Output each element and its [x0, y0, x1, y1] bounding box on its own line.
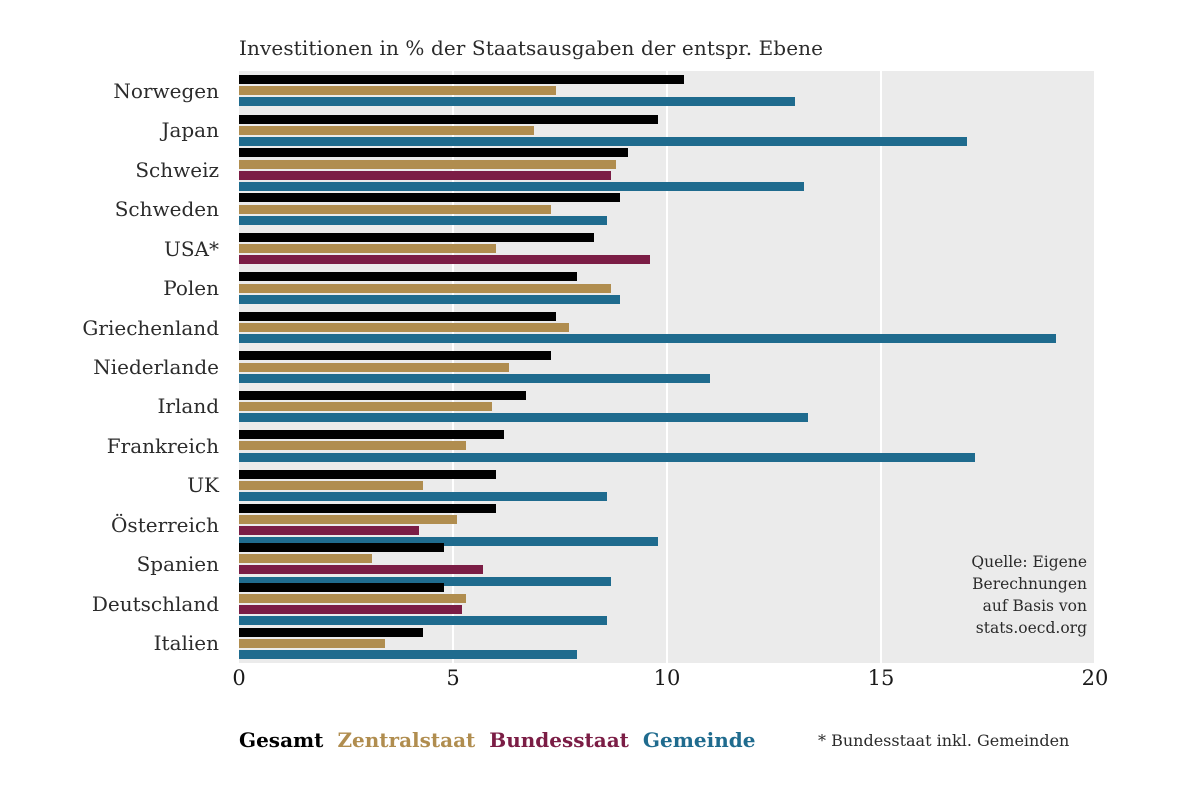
y-axis-label: Deutschland	[91, 591, 219, 616]
y-axis-label: USA*	[164, 236, 219, 261]
y-axis-label: Schweden	[114, 197, 219, 222]
bar-zentralstaat	[239, 401, 492, 411]
bar-zentralstaat	[239, 480, 424, 490]
bar-gemeinde	[239, 334, 1057, 344]
source-line-1: Quelle: Eigene	[971, 553, 1087, 571]
bar-zentralstaat	[239, 159, 616, 169]
bar-gesamt	[239, 311, 556, 321]
legend-item-gesamt[interactable]: Gesamt	[239, 728, 324, 752]
bar-gesamt	[239, 543, 445, 553]
bar-gesamt	[239, 148, 629, 158]
bar-gemeinde	[239, 492, 608, 502]
y-axis-label: Österreich	[111, 512, 219, 537]
y-axis-label: Irland	[157, 394, 219, 419]
bar-gesamt	[239, 193, 620, 203]
bar-zentralstaat	[239, 323, 569, 333]
legend-item-gemeinde[interactable]: Gemeinde	[642, 728, 756, 752]
x-tick-label: 5	[446, 666, 460, 690]
x-tick-label: 15	[867, 666, 895, 690]
x-tick-label: 10	[653, 666, 681, 690]
source-line-2: Berechnungen	[972, 575, 1087, 593]
bar-zentralstaat	[239, 441, 466, 451]
bar-gemeinde	[239, 413, 809, 423]
bar-zentralstaat	[239, 362, 509, 372]
bar-gemeinde	[239, 181, 804, 191]
bar-gemeinde	[239, 537, 659, 547]
bar-zentralstaat	[239, 638, 385, 648]
gridline	[1094, 71, 1096, 663]
bar-zentralstaat	[239, 86, 556, 96]
bar-bundesstaat	[239, 604, 462, 614]
bar-gesamt	[239, 272, 578, 282]
gridline	[880, 71, 882, 663]
bar-gemeinde	[239, 215, 608, 225]
gridline	[666, 71, 668, 663]
bar-gesamt	[239, 114, 659, 124]
bar-zentralstaat	[239, 244, 496, 254]
y-axis-label: Spanien	[136, 552, 219, 577]
x-tick-label: 20	[1081, 666, 1109, 690]
bar-gemeinde	[239, 649, 578, 659]
y-axis-label: Norwegen	[113, 78, 219, 103]
bar-zentralstaat	[239, 125, 535, 135]
chart-title: Investitionen in % der Staatsausgaben de…	[239, 36, 824, 60]
y-axis-label: Frankreich	[106, 433, 219, 458]
y-axis-label: Japan	[161, 118, 219, 143]
plot-area	[239, 71, 1096, 663]
bar-gesamt	[239, 469, 496, 479]
bar-gesamt	[239, 75, 685, 85]
bar-gesamt	[239, 390, 526, 400]
bar-gesamt	[239, 503, 496, 513]
bar-bundesstaat	[239, 525, 419, 535]
source-line-3: auf Basis von	[982, 597, 1087, 615]
legend-item-bundesstaat[interactable]: Bundesstaat	[489, 728, 629, 752]
bar-gesamt	[239, 627, 424, 637]
bar-gesamt	[239, 582, 445, 592]
bar-gemeinde	[239, 136, 967, 146]
chart-legend: Gesamt Zentralstaat Bundesstaat Gemeinde	[239, 728, 755, 752]
bar-bundesstaat	[239, 565, 483, 575]
y-axis-label: Griechenland	[82, 315, 219, 340]
bars-layer	[239, 71, 1095, 663]
y-axis-label: Polen	[163, 276, 219, 301]
bar-gemeinde	[239, 97, 796, 107]
bar-gesamt	[239, 351, 552, 361]
bar-gesamt	[239, 232, 595, 242]
y-axis-label: Italien	[153, 631, 219, 656]
bar-zentralstaat	[239, 554, 372, 564]
bar-gemeinde	[239, 452, 976, 462]
y-axis-label: Schweiz	[135, 157, 219, 182]
chart-footnote: * Bundesstaat inkl. Gemeinden	[818, 731, 1070, 750]
bar-gemeinde	[239, 373, 710, 383]
bar-zentralstaat	[239, 283, 612, 293]
bar-gemeinde	[239, 576, 612, 586]
bar-bundesstaat	[239, 255, 650, 265]
y-axis-labels: Norwegen Japan Schweiz Schweden USA* Polen Gri…	[0, 71, 229, 663]
bar-zentralstaat	[239, 514, 458, 524]
legend-item-zentralstaat[interactable]: Zentralstaat	[337, 728, 476, 752]
bar-zentralstaat	[239, 204, 552, 214]
bar-gemeinde	[239, 294, 620, 304]
bar-bundesstaat	[239, 170, 612, 180]
source-note: Quelle: Eigene Berechnungen auf Basis vo…	[925, 551, 1087, 639]
y-axis-label: Niederlande	[93, 355, 219, 379]
bar-gesamt	[239, 430, 505, 440]
x-tick-label: 0	[232, 666, 246, 690]
source-line-4: stats.oecd.org	[975, 619, 1087, 637]
y-axis-label: UK	[187, 473, 219, 498]
bar-gemeinde	[239, 616, 608, 626]
bar-zentralstaat	[239, 593, 466, 603]
